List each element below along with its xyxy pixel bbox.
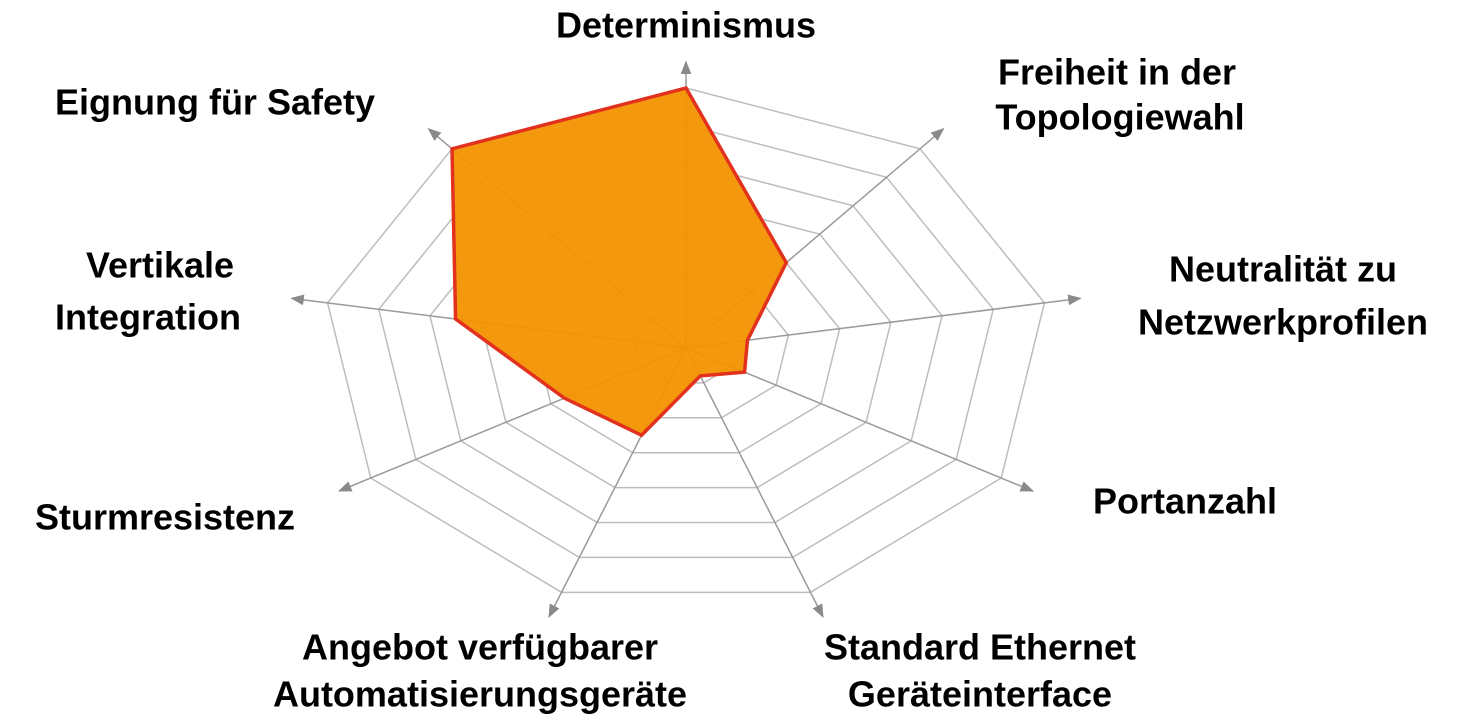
axis-label: Sturmresistenz — [35, 497, 295, 538]
axis-label: Integration — [55, 297, 241, 338]
axis-label: Topologiewahl — [995, 97, 1244, 138]
axis-label: Automatisierungsgeräte — [273, 674, 687, 715]
axis-label: Vertikale — [86, 245, 234, 286]
data-layer — [450, 85, 789, 438]
axis-label: Neutralität zu — [1169, 249, 1397, 290]
axis-label: Portanzahl — [1093, 481, 1277, 522]
labels: Determinismus Freiheit in derTopologiewah… — [35, 5, 1428, 715]
axis-line — [685, 294, 1082, 349]
axis-label: Standard Ethernet — [824, 627, 1136, 668]
axis-label: Geräteinterface — [848, 674, 1112, 715]
axis-label: Eignung für Safety — [55, 82, 375, 123]
axis-line — [685, 347, 824, 618]
grid-ring — [326, 87, 1046, 594]
grid-ring — [377, 124, 995, 559]
data-area — [450, 85, 789, 438]
axis-label: Freiheit in der — [998, 52, 1236, 93]
axis-label: Netzwerkprofilen — [1138, 302, 1428, 343]
axis-label: Angebot verfügbarer — [302, 627, 658, 668]
axis-label: Determinismus — [556, 5, 816, 46]
web — [326, 87, 1046, 594]
